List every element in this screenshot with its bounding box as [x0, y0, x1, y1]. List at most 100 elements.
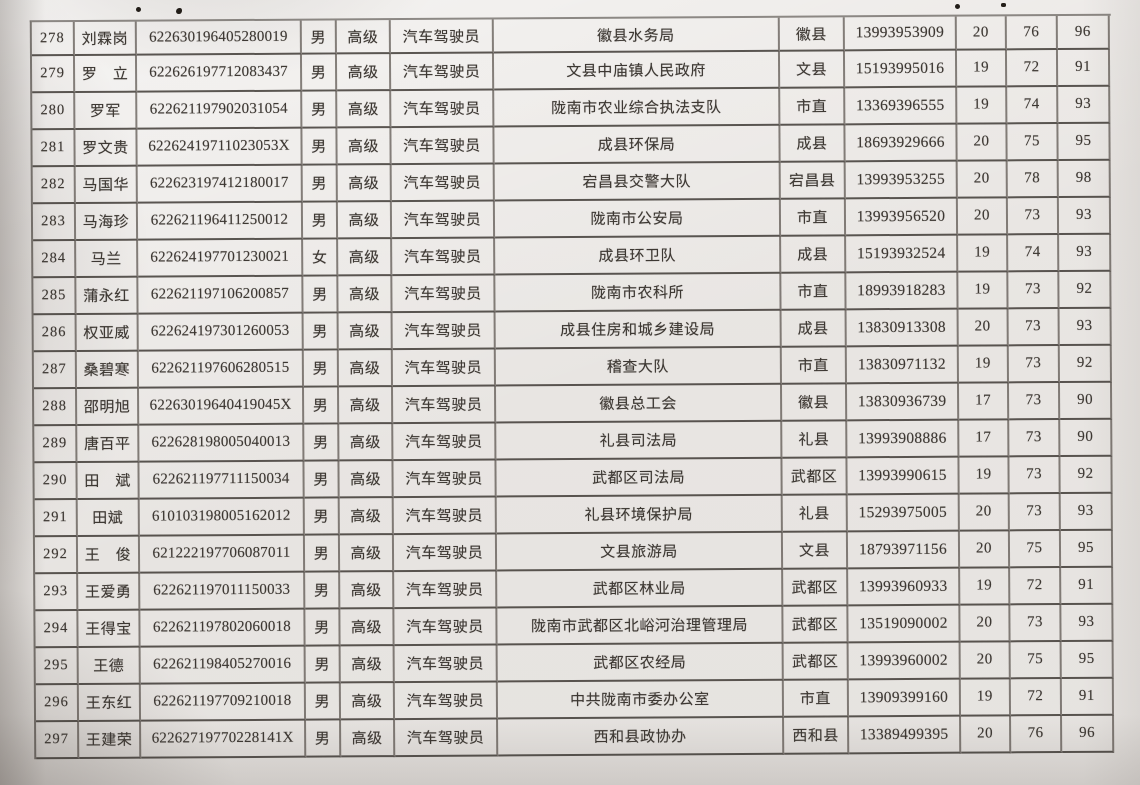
- cell-phone: 13993960933: [848, 568, 961, 607]
- cell-work_unit: 成县环保局: [494, 125, 781, 165]
- cell-score_2: 73: [1008, 272, 1060, 310]
- cell-score_2: 76: [1011, 716, 1063, 754]
- cell-level: 高级: [338, 239, 393, 277]
- cell-occupation: 汽车驾驶员: [395, 719, 499, 758]
- cell-level: 高级: [339, 424, 394, 462]
- cell-score_1: 20: [959, 531, 1011, 569]
- cell-occupation: 汽车驾驶员: [394, 682, 499, 721]
- cell-id_number: 610103198005162012: [139, 498, 305, 537]
- cell-name: 王得宝: [78, 610, 141, 649]
- cell-score_1: 19: [960, 568, 1011, 606]
- cell-index: 291: [34, 500, 78, 538]
- cell-district: 文县: [782, 532, 849, 570]
- cell-index: 281: [32, 130, 76, 168]
- cell-occupation: 汽车驾驶员: [390, 53, 495, 92]
- cell-district: 市直: [783, 680, 850, 718]
- cell-phone: 18993918283: [846, 272, 959, 311]
- cell-score_2: 75: [1010, 642, 1062, 680]
- cell-score_3: 90: [1059, 382, 1113, 421]
- cell-phone: 13993960002: [848, 642, 961, 681]
- cell-score_3: 93: [1058, 197, 1112, 236]
- cell-score_1: 19: [960, 679, 1012, 717]
- cell-id_number: 622621197802060018: [140, 609, 306, 648]
- cell-level: 高级: [338, 350, 394, 388]
- cell-id_number: 622621196411250012: [137, 202, 304, 241]
- cell-score_1: 20: [958, 309, 1009, 347]
- cell-score_1: 20: [957, 124, 1008, 162]
- cell-score_3: 93: [1059, 234, 1112, 273]
- cell-index: 282: [32, 167, 76, 205]
- cell-name: 王 俊: [77, 536, 141, 575]
- cell-phone: 13830936739: [846, 383, 960, 422]
- cell-district: 礼县: [782, 421, 848, 459]
- cell-name: 权亚威: [76, 314, 139, 353]
- cell-district: 成县: [780, 125, 846, 163]
- cell-level: 高级: [337, 128, 392, 166]
- cell-level: 高级: [337, 202, 393, 240]
- cell-district: 武都区: [783, 569, 849, 607]
- cell-index: 283: [32, 204, 77, 242]
- cell-district: 礼县: [782, 495, 848, 533]
- cell-gender: 男: [302, 128, 338, 166]
- cell-index: 278: [31, 22, 75, 57]
- cell-district: 武都区: [782, 458, 848, 496]
- cell-work_unit: 稽查大队: [495, 347, 782, 387]
- cell-work_unit: 礼县司法局: [496, 421, 783, 461]
- cell-phone: 18693929666: [845, 124, 958, 163]
- cell-gender: 男: [303, 350, 340, 388]
- cell-id_number: 62262719770228141X: [141, 720, 307, 759]
- cell-work_unit: 文县中庙镇人民政府: [493, 51, 781, 91]
- cell-phone: 18793971156: [847, 531, 961, 570]
- cell-level: 高级: [336, 54, 392, 92]
- cell-occupation: 汽车驾驶员: [391, 127, 495, 166]
- cell-occupation: 汽车驾驶员: [394, 608, 498, 647]
- cell-score_2: 72: [1010, 568, 1062, 606]
- cell-score_3: 92: [1059, 345, 1112, 384]
- cell-level: 高级: [337, 91, 392, 129]
- cell-district: 市直: [781, 347, 847, 385]
- cell-gender: 男: [306, 720, 342, 758]
- cell-score_1: 20: [957, 161, 1008, 199]
- cell-score_2: 75: [1007, 124, 1059, 162]
- cell-score_2: 73: [1008, 383, 1061, 421]
- cell-id_number: 622624197301260053: [138, 313, 304, 352]
- ink-speck: [955, 4, 960, 9]
- cell-score_2: 78: [1007, 161, 1059, 199]
- cell-work_unit: 武都区司法局: [496, 458, 783, 498]
- cell-work_unit: 中共陇南市委办公室: [497, 680, 785, 720]
- cell-name: 王东红: [78, 684, 142, 723]
- cell-score_1: 17: [958, 383, 1010, 421]
- cell-name: 邵明旭: [77, 388, 140, 427]
- cell-work_unit: 陇南市公安局: [494, 199, 782, 239]
- cell-level: 高级: [339, 461, 394, 499]
- cell-occupation: 汽车驾驶员: [392, 275, 496, 314]
- cell-index: 287: [33, 352, 78, 390]
- cell-name: 田 斌: [77, 462, 140, 501]
- cell-gender: 男: [302, 91, 338, 129]
- cell-score_3: 95: [1061, 641, 1114, 680]
- cell-gender: 男: [305, 683, 342, 721]
- cell-level: 高级: [340, 572, 395, 610]
- cell-work_unit: 武都区林业局: [497, 569, 784, 609]
- cell-phone: 13830971132: [846, 346, 959, 385]
- table-row: 297 王建荣 62262719770228141X 男高级 汽车驾驶员 西和县政协办 西和…: [36, 715, 1115, 760]
- cell-index: 284: [33, 241, 77, 279]
- cell-id_number: 622621197606280515: [138, 350, 305, 389]
- cell-score_3: 91: [1061, 678, 1115, 717]
- cell-work_unit: 武都区农经局: [497, 643, 784, 683]
- cell-level: 高级: [339, 535, 395, 573]
- cell-phone: 13389499395: [849, 716, 962, 755]
- cell-occupation: 汽车驾驶员: [393, 534, 498, 573]
- cell-district: 武都区: [783, 643, 849, 681]
- cell-name: 罗 立: [74, 55, 138, 94]
- cell-score_1: 20: [956, 16, 1007, 51]
- cell-work_unit: 徽县水务局: [493, 17, 780, 54]
- cell-gender: 男: [302, 202, 339, 240]
- cell-index: 297: [36, 722, 80, 760]
- cell-gender: 男: [302, 165, 338, 203]
- cell-level: 高级: [340, 609, 395, 647]
- cell-score_1: 19: [958, 346, 1009, 384]
- cell-score_3: 95: [1060, 530, 1114, 569]
- cell-phone: 15193932524: [846, 235, 959, 274]
